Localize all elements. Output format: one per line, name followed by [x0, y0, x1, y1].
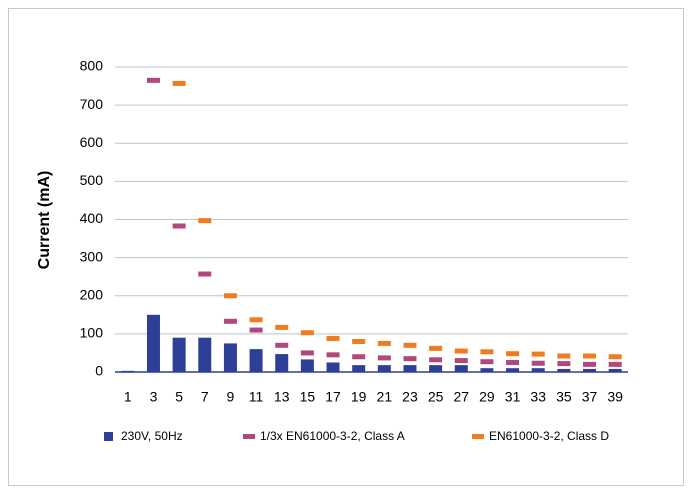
y-axis-title: Current (mA) [36, 171, 53, 270]
dash-marker [506, 351, 520, 357]
dash-marker [352, 354, 366, 360]
dash-marker [531, 360, 545, 366]
bar [172, 337, 186, 372]
dash-marker [300, 350, 314, 356]
bar [249, 349, 263, 372]
x-tick-label: 37 [582, 389, 598, 405]
bar [300, 359, 314, 372]
dash-marker [608, 354, 622, 360]
dash-marker [480, 359, 494, 365]
legend-swatch [243, 434, 255, 439]
dash-marker [326, 352, 340, 358]
x-tick-label: 23 [402, 389, 418, 405]
y-tick-label: 600 [80, 134, 104, 150]
dash-marker [275, 342, 289, 348]
legend-label: 230V, 50Hz [121, 429, 183, 443]
x-tick-label: 1 [124, 389, 132, 405]
dash-marker [198, 271, 212, 277]
dash-marker [249, 317, 263, 323]
bar [326, 362, 340, 372]
x-tick-label: 15 [300, 389, 316, 405]
y-tick-label: 500 [80, 172, 104, 188]
dash-marker [249, 327, 263, 333]
x-tick-label: 3 [150, 389, 158, 405]
dash-marker [223, 318, 237, 324]
bar [608, 368, 622, 372]
dash-marker [172, 223, 186, 229]
dash-marker [300, 330, 314, 336]
x-tick-label: 25 [428, 389, 444, 405]
x-tick-label: 11 [249, 389, 264, 405]
legend-label: EN61000-3-2, Class D [489, 429, 609, 443]
y-tick-label: 800 [80, 58, 104, 74]
dash-marker [531, 351, 545, 357]
x-tick-label: 17 [325, 389, 341, 405]
x-tick-label: 31 [505, 389, 521, 405]
dash-marker [172, 80, 186, 86]
dash-marker [429, 345, 443, 351]
bar [377, 365, 391, 372]
dash-marker [403, 342, 417, 348]
dash-marker [557, 353, 571, 359]
y-tick-label: 700 [80, 96, 104, 112]
dash-marker [454, 348, 468, 354]
dash-marker [275, 324, 289, 330]
bar [531, 368, 545, 372]
bar [480, 368, 494, 372]
x-tick-label: 27 [453, 389, 469, 405]
dash-marker [326, 335, 340, 341]
x-tick-label: 29 [479, 389, 495, 405]
dash-marker [146, 77, 160, 83]
dash-marker [557, 361, 571, 367]
y-tick-label: 400 [80, 210, 104, 226]
x-tick-label: 33 [530, 389, 546, 405]
dash-marker [454, 358, 468, 364]
x-tick-label: 5 [175, 389, 183, 405]
x-tick-label: 19 [351, 389, 367, 405]
bar [146, 314, 160, 372]
dash-marker [377, 340, 391, 346]
bar [403, 365, 417, 372]
y-tick-label: 200 [80, 286, 104, 302]
bar [506, 368, 520, 372]
x-tick-label: 7 [201, 389, 209, 405]
dash-marker [352, 339, 366, 344]
bar [223, 343, 237, 372]
x-tick-label: 39 [607, 389, 623, 405]
x-tick-label: 35 [556, 389, 572, 405]
dash-marker [608, 361, 622, 367]
bar [275, 354, 289, 372]
dash-marker [403, 356, 417, 362]
bar [352, 365, 366, 372]
dash-marker [198, 218, 212, 224]
dash-marker [480, 349, 494, 355]
dash-marker [583, 353, 597, 359]
bar [557, 368, 571, 372]
chart-frame [8, 8, 684, 486]
dash-marker [223, 293, 237, 299]
legend-label: 1/3x EN61000-3-2, Class A [260, 429, 405, 443]
bar [429, 365, 443, 372]
dash-marker [583, 361, 597, 367]
bar [198, 337, 212, 372]
y-tick-label: 300 [80, 248, 104, 264]
y-tick-label: 100 [80, 325, 104, 341]
bar [454, 365, 468, 372]
x-tick-label: 9 [227, 389, 235, 405]
x-tick-label: 13 [274, 389, 290, 405]
bar [583, 368, 597, 372]
dash-marker [429, 357, 443, 363]
legend-swatch [472, 434, 484, 439]
dash-marker [377, 355, 391, 361]
legend-swatch [104, 432, 113, 441]
y-tick-label: 0 [95, 363, 103, 379]
dash-marker [506, 359, 520, 365]
x-tick-label: 21 [377, 389, 393, 405]
